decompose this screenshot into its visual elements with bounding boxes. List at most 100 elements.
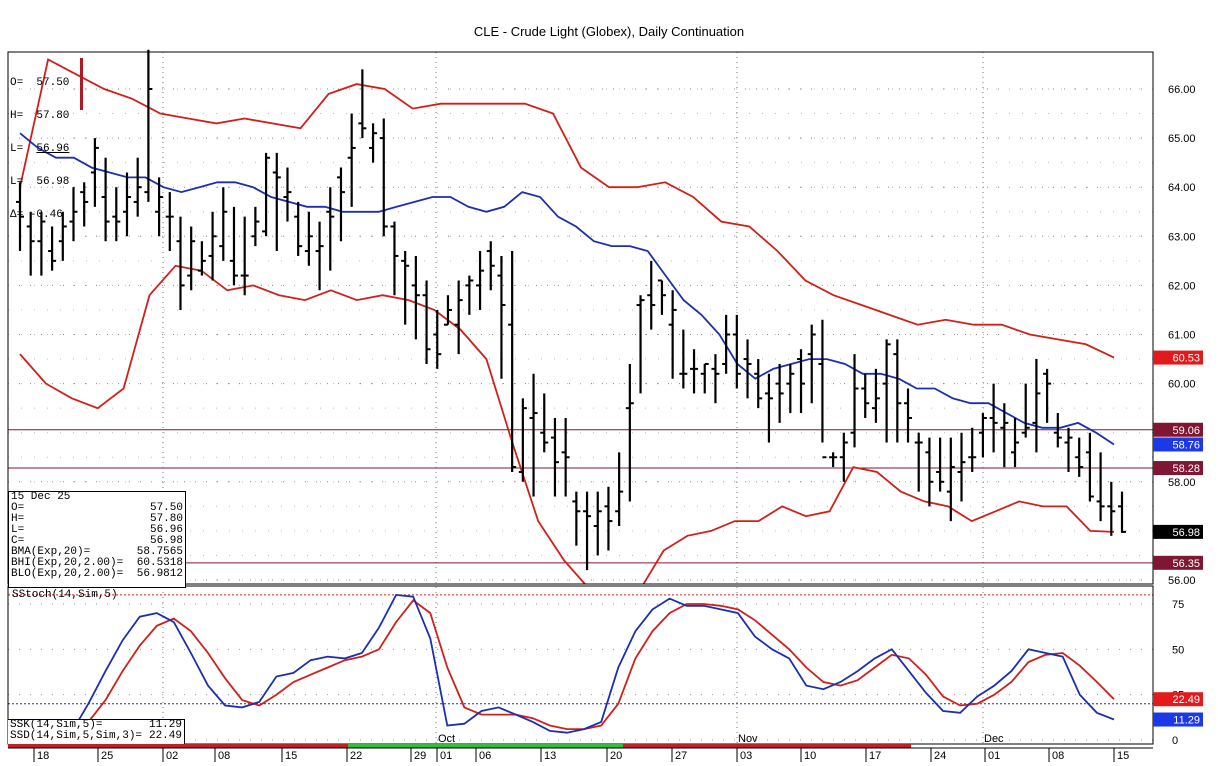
- ohlc-bar: [657, 279, 666, 315]
- data-window-row: C= 56.98: [11, 535, 183, 547]
- ohlc-bar: [957, 432, 966, 502]
- ohlc-bar: [775, 363, 784, 423]
- ohlc-bar: [347, 113, 356, 207]
- ohlc-bar: [358, 69, 367, 139]
- x-tick-label: 01: [440, 750, 452, 762]
- x-tick-label: 08: [218, 750, 230, 762]
- data-window-row: L= 56.96: [11, 524, 183, 536]
- ohlc-bar: [797, 349, 806, 414]
- x-tick-label: 13: [544, 750, 556, 762]
- osc-marker-box: [1153, 712, 1203, 727]
- ohlc-bar: [401, 251, 410, 325]
- value-markers: 60.53 59.06 58.76 58.28 56.98 56.35 22.49 11.29: [1153, 350, 1203, 727]
- x-tick-label: 08: [1052, 750, 1064, 762]
- x-tick-label: 10: [804, 750, 816, 762]
- bollinger-lower-band: [19, 264, 587, 584]
- ohlc-bar: [893, 339, 902, 443]
- ohlc-bar: [914, 432, 923, 492]
- ohlc-bar: [454, 280, 463, 355]
- ohlc-bar: [69, 187, 78, 242]
- data-window-row: BHI(Exp,20,2.00)= 60.5318: [11, 557, 183, 569]
- ohlc-bar: [1053, 413, 1062, 448]
- ohlc-bar: [465, 275, 474, 315]
- ohlc-bar: [978, 413, 987, 458]
- price-marker-box: [1153, 422, 1203, 437]
- ohlc-bar: [1075, 437, 1084, 477]
- ohlc-bar: [647, 260, 656, 330]
- ohlc-bar: [294, 201, 303, 256]
- osc-tick-label: 0: [1172, 735, 1178, 747]
- price-marker-label: 56.98: [1172, 527, 1200, 539]
- ohlc-bar: [433, 309, 442, 369]
- ohlc-bar: [390, 221, 399, 296]
- ohlc-bar: [871, 368, 880, 423]
- ohlc-bar: [1107, 481, 1116, 536]
- x-tick-label: 17: [869, 750, 881, 762]
- ohlc-bar: [122, 172, 131, 237]
- osc-tick-label: 50: [1172, 644, 1184, 656]
- x-tick-label: 15: [1117, 750, 1129, 762]
- x-tick-label: 20: [610, 750, 622, 762]
- bollinger-lower-band: [642, 466, 1115, 584]
- price-tick-label: 61.00: [1168, 330, 1196, 342]
- ohlc-bar: [807, 324, 816, 404]
- ohlc-bar: [58, 211, 67, 261]
- ohlc-bar: [850, 354, 859, 448]
- price-marker-label: 60.53: [1172, 353, 1200, 365]
- x-month-label: Oct: [438, 733, 455, 745]
- bollinger-middle-average: [19, 132, 1115, 446]
- ohlc-bar: [679, 329, 688, 389]
- ohlc-bar: [304, 211, 313, 266]
- ohlc-header-row: H= 57.80: [10, 110, 70, 122]
- osc-tick-label: 75: [1172, 599, 1184, 611]
- ohlc-bar: [936, 437, 945, 492]
- ohlc-bar: [732, 314, 741, 389]
- ohlc-bar: [711, 354, 720, 404]
- data-window-row: BMA(Exp,20)= 58.7565: [11, 546, 183, 558]
- osc-marker: 22.49: [1153, 692, 1203, 707]
- x-tick-label: 01: [988, 750, 1000, 762]
- sstoch-k-line: [20, 593, 1115, 738]
- ohlc-bar: [176, 216, 185, 310]
- price-marker-box: [1153, 350, 1203, 365]
- price-marker-label: 58.28: [1172, 463, 1200, 475]
- oscillator-row: SSK(14,Sim,5)= 11.29: [10, 719, 182, 731]
- ohlc-bar: [16, 182, 24, 252]
- ohlc-bar: [550, 417, 559, 497]
- ohlc-bar: [989, 383, 998, 453]
- ohlc-bar: [861, 373, 870, 418]
- ohlc-bar: [112, 187, 121, 242]
- ohlc-bar: [219, 187, 228, 261]
- oscillator-values: SSK(14,Sim,5)= 11.29 SSD(14,Sim,5,Sim,3)=…: [8, 719, 185, 744]
- ohlc-bar: [968, 427, 977, 472]
- data-window: 15 Dec 25 O= 57.50 H= 57.80 L= 56.96 C= 56.9…: [8, 491, 186, 588]
- ohlc-bar: [1064, 427, 1073, 472]
- ohlc-bar: [369, 123, 378, 163]
- data-window-row: O= 57.50: [11, 502, 183, 514]
- ohlc-bar: [722, 314, 731, 374]
- ohlc-bar: [754, 359, 763, 409]
- x-tick-label: 27: [675, 750, 687, 762]
- osc-marker: 11.29: [1153, 712, 1203, 727]
- x-tick-label: 15: [285, 750, 297, 762]
- chart-title: CLE - Crude Light (Globex), Daily Contin…: [473, 24, 745, 39]
- price-marker: 60.53: [1153, 350, 1203, 365]
- osc-marker-label: 11.29: [1173, 715, 1200, 727]
- session-strip: [8, 744, 348, 748]
- ohlc-bar: [283, 167, 292, 222]
- ohlc-bar: [518, 398, 527, 482]
- ohlc-color-strip: [80, 58, 83, 110]
- ohlc-bar: [829, 452, 838, 468]
- ohlc-bar: [593, 491, 602, 556]
- ohlc-bar: [1021, 383, 1030, 438]
- ohlc-bar: [540, 393, 549, 453]
- ohlc-bar: [743, 339, 752, 399]
- stochastic-oscillator: [20, 593, 1115, 738]
- price-tick-label: 65.00: [1168, 133, 1196, 145]
- ohlc-bar: [48, 226, 57, 271]
- ohlc-bar: [636, 295, 645, 394]
- price-marker: 56.98: [1153, 524, 1203, 539]
- ohlc-bar: [229, 206, 238, 286]
- price-tick-label: 63.00: [1168, 231, 1196, 243]
